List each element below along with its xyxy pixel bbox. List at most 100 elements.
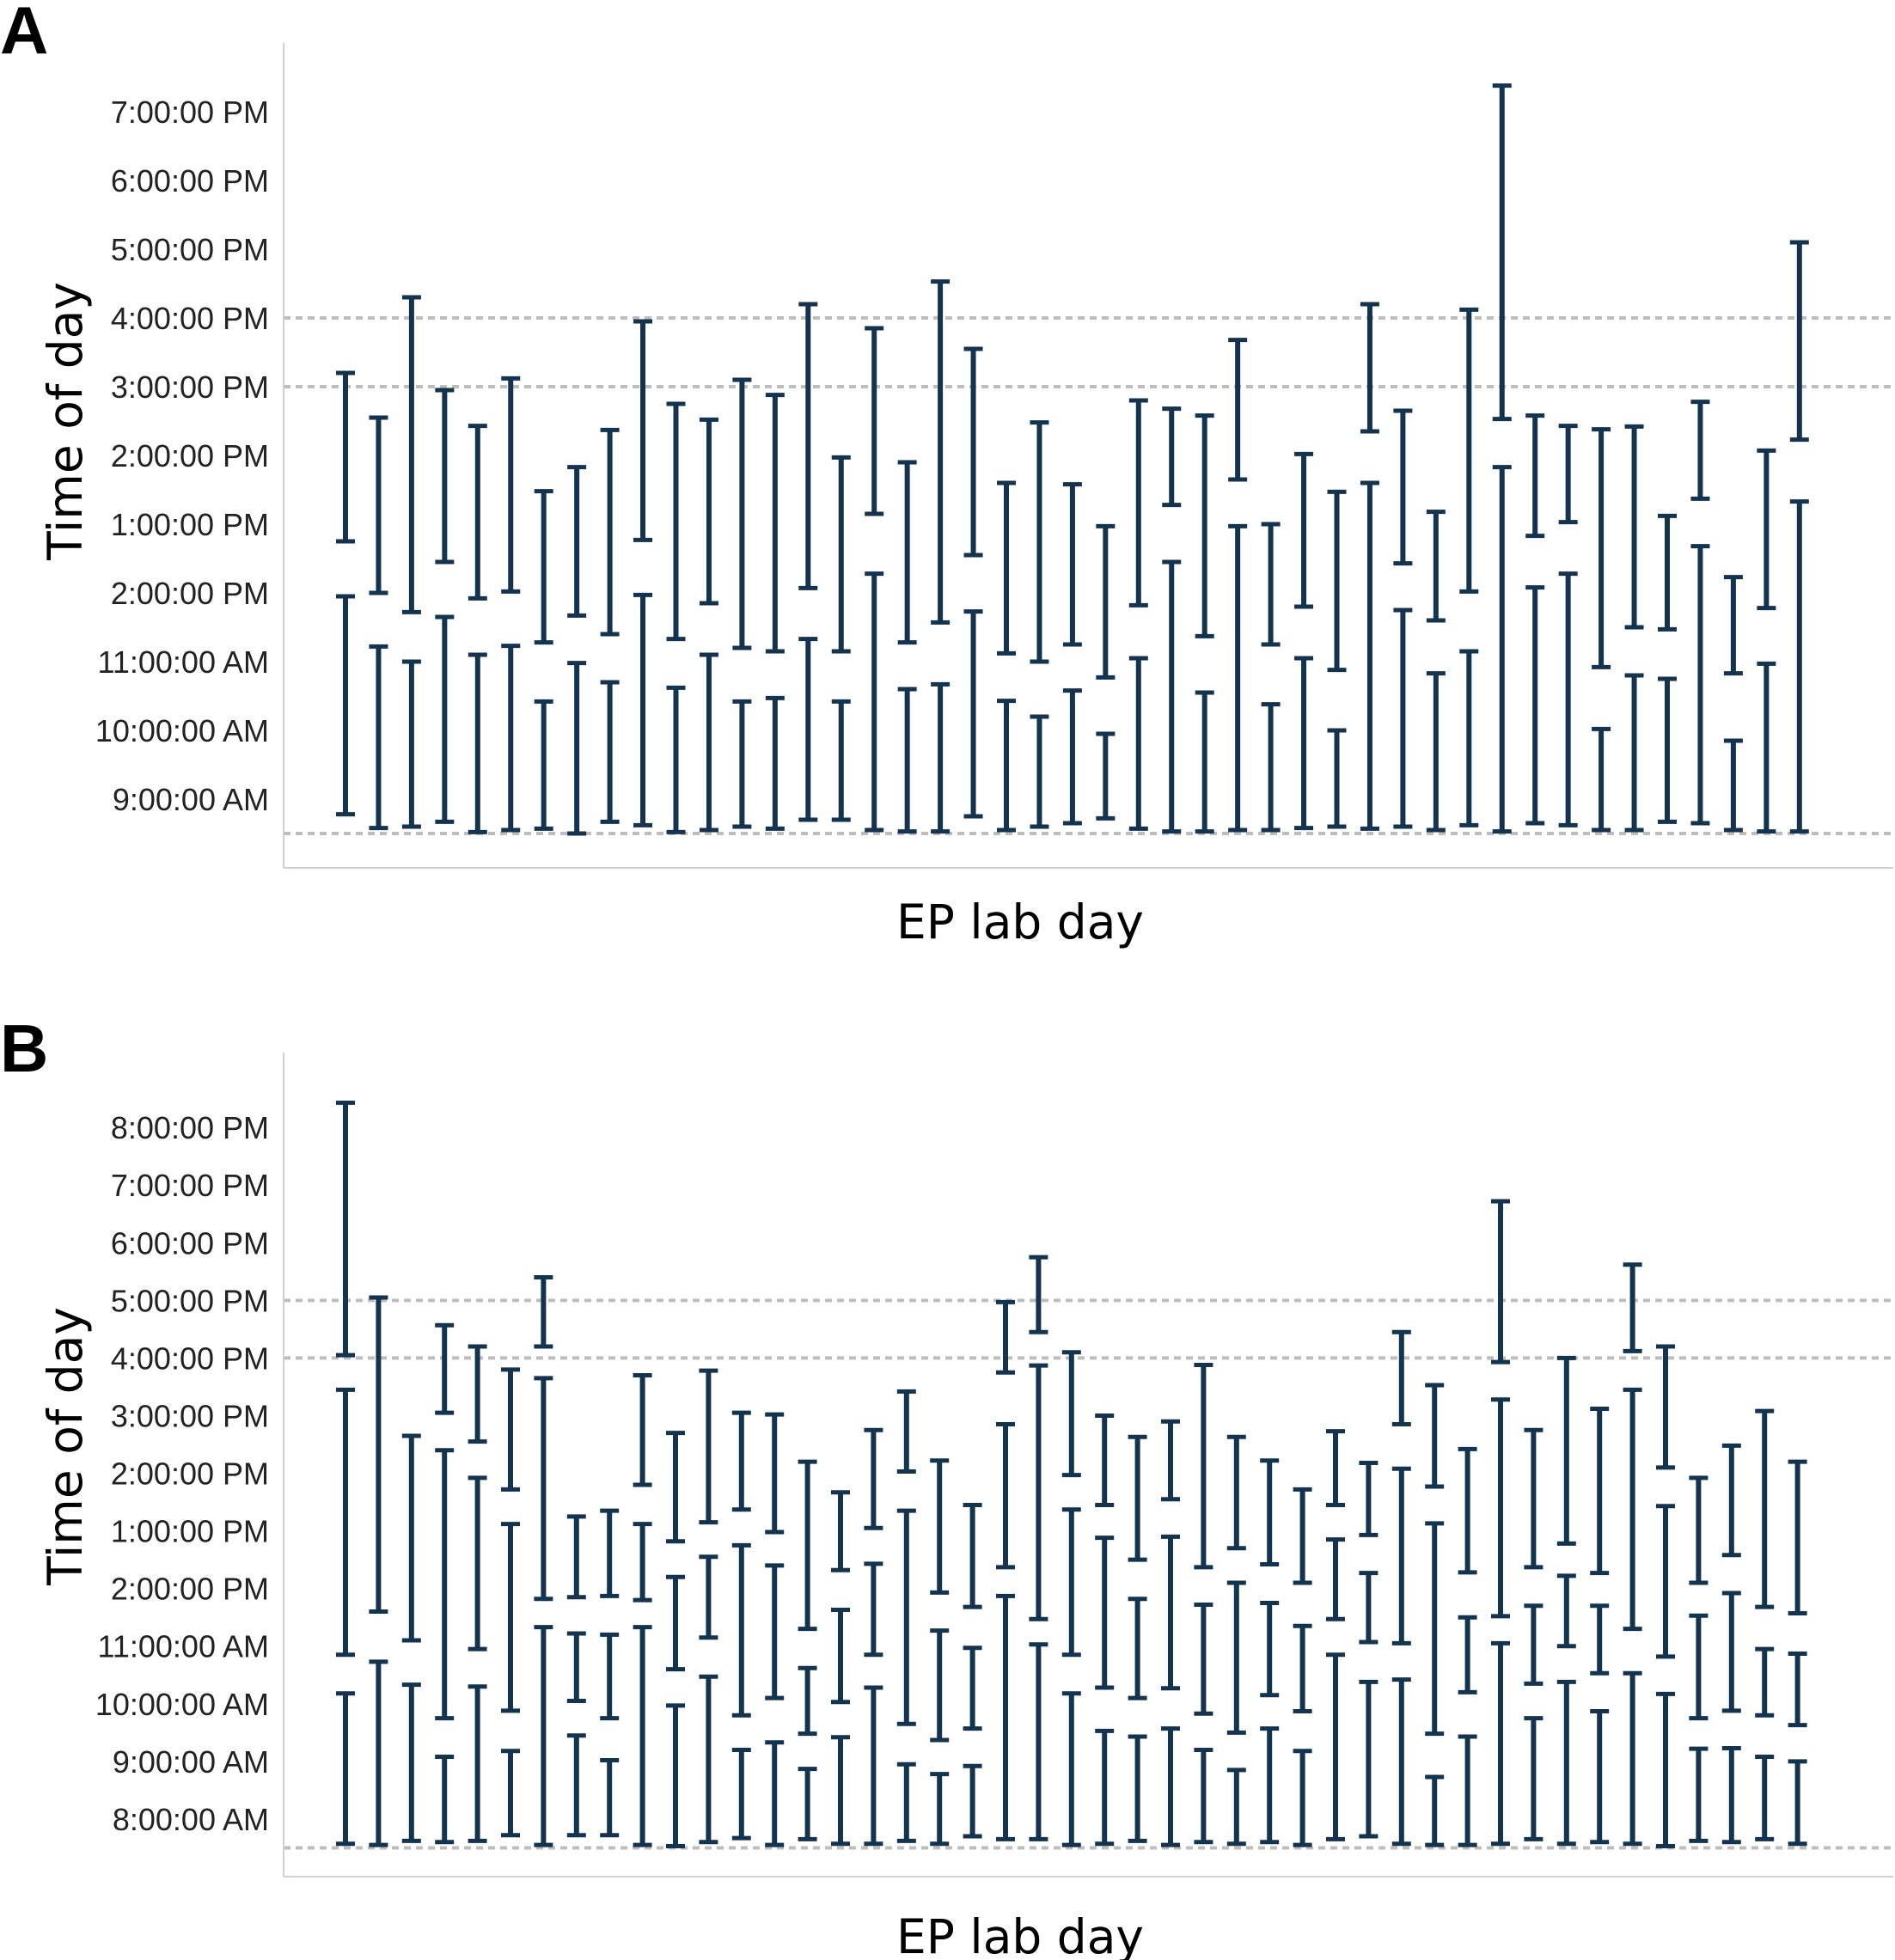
range-bar bbox=[1226, 1768, 1246, 1847]
range-bar bbox=[1294, 451, 1314, 609]
range-bar bbox=[1623, 1262, 1642, 1353]
range-bar bbox=[896, 1389, 916, 1475]
range-bar bbox=[963, 609, 983, 819]
range-bar bbox=[1721, 1745, 1741, 1845]
day-5-bars bbox=[468, 1344, 487, 1843]
range-bar bbox=[1359, 1571, 1378, 1645]
range-bar bbox=[369, 644, 388, 831]
range-bar bbox=[1360, 302, 1379, 434]
day-29-bars bbox=[1261, 522, 1281, 833]
panel-label-a: A bbox=[0, 0, 48, 68]
y-tick-label: 7:00:00 PM bbox=[111, 1168, 269, 1203]
day-6-bars bbox=[501, 376, 521, 833]
range-bar bbox=[1623, 1387, 1642, 1632]
day-15-bars bbox=[798, 1459, 817, 1841]
range-bar bbox=[864, 1427, 883, 1530]
day-24-bars bbox=[1095, 1413, 1115, 1847]
range-bar bbox=[1327, 489, 1347, 673]
range-bar bbox=[831, 1490, 850, 1572]
y-tick-label: 3:00:00 PM bbox=[111, 369, 269, 405]
day-31-bars bbox=[1327, 489, 1347, 829]
range-bar bbox=[1525, 585, 1545, 826]
range-bar bbox=[1789, 240, 1809, 443]
range-bar bbox=[930, 1458, 950, 1595]
range-bar bbox=[1558, 424, 1578, 525]
range-bar bbox=[699, 1368, 718, 1525]
range-bar bbox=[1062, 688, 1082, 826]
y-ticks-a: 9:00:00 AM 10:00:00 AM 11:00:00 AM 2:00:00 … bbox=[95, 95, 269, 817]
day-36-bars bbox=[1491, 1199, 1510, 1847]
range-bar bbox=[1195, 690, 1214, 834]
y-tick-label: 8:00:00 PM bbox=[111, 1110, 269, 1145]
range-bar bbox=[336, 1100, 355, 1358]
range-bar bbox=[1624, 424, 1644, 630]
range-bar bbox=[534, 1275, 553, 1349]
day-8-bars bbox=[567, 465, 587, 836]
range-bar bbox=[666, 1703, 685, 1848]
range-bar bbox=[633, 592, 653, 827]
range-bar bbox=[1656, 1504, 1675, 1659]
range-bar bbox=[369, 1295, 388, 1615]
range-bar bbox=[1656, 1344, 1675, 1470]
range-bar bbox=[1458, 1734, 1477, 1847]
y-tick-label: 4:00:00 PM bbox=[111, 301, 269, 336]
range-bar bbox=[831, 1735, 850, 1847]
range-bar bbox=[1359, 1460, 1378, 1537]
day-23-bars bbox=[1061, 1350, 1081, 1847]
y-tick-label: 11:00:00 AM bbox=[98, 1629, 269, 1664]
range-bar bbox=[1061, 1691, 1081, 1847]
range-bar bbox=[501, 644, 521, 833]
day-26-bars bbox=[1161, 1419, 1180, 1847]
range-bar bbox=[666, 1431, 685, 1544]
day-23-bars bbox=[1062, 482, 1082, 826]
range-bar bbox=[1592, 726, 1611, 833]
range-bar bbox=[1721, 1591, 1741, 1713]
range-bar bbox=[1128, 1597, 1147, 1700]
range-bar bbox=[1161, 1726, 1180, 1847]
range-bar bbox=[1095, 1728, 1115, 1847]
range-bar bbox=[1459, 307, 1479, 594]
day-44-bars bbox=[1755, 1408, 1775, 1841]
range-bar bbox=[1062, 482, 1082, 647]
y-axis-title-a: Time of day bbox=[38, 282, 93, 561]
range-bar bbox=[897, 687, 917, 834]
day-45-bars bbox=[1789, 240, 1809, 834]
range-bar bbox=[336, 1387, 355, 1658]
range-bar bbox=[1524, 1427, 1544, 1570]
reference-lines-a bbox=[284, 316, 1893, 835]
range-bar bbox=[798, 1665, 817, 1737]
range-bar bbox=[864, 1685, 883, 1847]
range-bars-b bbox=[336, 1100, 1807, 1848]
day-33-bars bbox=[1393, 408, 1413, 829]
range-bar bbox=[963, 1646, 982, 1731]
range-bar bbox=[963, 346, 983, 558]
range-bar bbox=[731, 1410, 751, 1512]
range-bar bbox=[633, 319, 653, 542]
range-bar bbox=[1690, 400, 1710, 501]
day-34-bars bbox=[1425, 1383, 1445, 1847]
range-bar bbox=[1590, 1709, 1610, 1845]
day-21-bars bbox=[997, 480, 1016, 833]
day-19-bars bbox=[931, 279, 951, 834]
range-bar bbox=[1492, 83, 1512, 422]
day-11-bars bbox=[666, 401, 686, 834]
day-33-bars bbox=[1391, 1329, 1411, 1847]
day-10-bars bbox=[633, 319, 653, 827]
range-bar bbox=[666, 1574, 685, 1672]
y-tick-label: 2:00:00 PM bbox=[111, 1456, 269, 1492]
range-bar bbox=[633, 1373, 652, 1487]
axes-b bbox=[283, 1053, 1893, 1878]
range-bar bbox=[1029, 1255, 1048, 1334]
range-bar bbox=[896, 1508, 916, 1726]
range-bar bbox=[1096, 523, 1116, 680]
range-bar bbox=[501, 376, 521, 594]
range-bar bbox=[798, 1459, 817, 1632]
range-bar bbox=[1623, 1670, 1642, 1847]
range-bar bbox=[1426, 510, 1446, 623]
range-bar bbox=[996, 1422, 1015, 1570]
y-tick-label: 6:00:00 PM bbox=[111, 163, 269, 198]
range-bar bbox=[369, 415, 388, 595]
range-bar bbox=[1128, 398, 1148, 608]
day-19-bars bbox=[930, 1458, 950, 1847]
